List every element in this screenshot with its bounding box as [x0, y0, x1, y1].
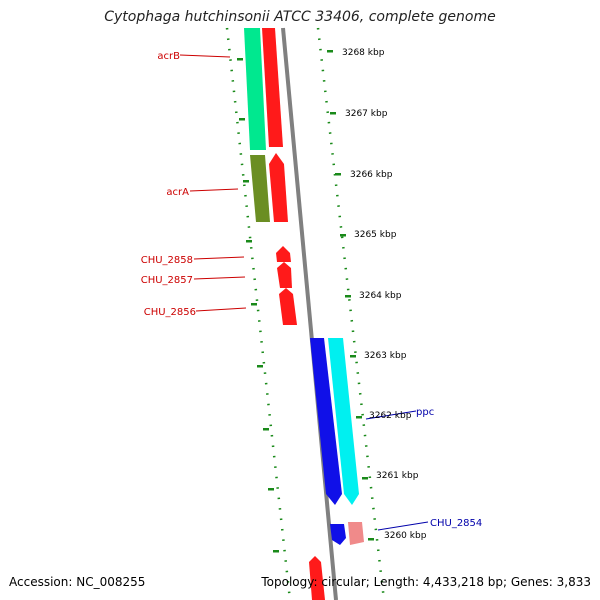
gene-label-chu2856: CHU_2856 — [144, 307, 196, 318]
kbp-label: 3260 kbp — [384, 531, 427, 541]
gene-labels-blue: ppc CHU_2854 — [416, 407, 482, 529]
gene-label-ppc: ppc — [416, 407, 434, 418]
acrB-gene-arrow — [262, 28, 283, 147]
acrA-gene-arrow — [269, 153, 288, 222]
ppc-leader — [365, 410, 417, 420]
chu2854-leader — [377, 521, 429, 531]
gene-labels-red: acrB acrA CHU_2858 CHU_2857 CHU_2856 — [141, 51, 196, 318]
kbp-label: 3262 kbp — [369, 411, 412, 421]
chu2856-gene-arrow — [279, 288, 297, 325]
ring-tick-marks — [237, 50, 374, 553]
bottom-gene-arrow — [309, 556, 325, 600]
chu2854-gene-arrow — [348, 522, 364, 545]
inner-dotted-ring — [225, 27, 292, 600]
acrB-cog-bar — [244, 28, 266, 150]
outer-dotted-ring — [316, 27, 386, 600]
gene-label-chu2857: CHU_2857 — [141, 275, 193, 286]
gene-label-chu2854: CHU_2854 — [430, 518, 482, 529]
gene-label-acrB: acrB — [157, 51, 180, 62]
chu2858-gene-arrow — [276, 246, 291, 262]
ppc-cog-bar — [310, 338, 342, 505]
accession-label: Accession: NC_008255 — [9, 575, 146, 589]
kbp-label: 3268 kbp — [342, 48, 385, 58]
ppc-gene-arrow — [328, 338, 359, 505]
chu2857-gene-arrow — [277, 262, 292, 288]
genome-backbone — [281, 27, 338, 600]
gene-label-acrA: acrA — [166, 187, 189, 198]
kbp-label: 3264 kbp — [359, 291, 402, 301]
kbp-label: 3261 kbp — [376, 471, 419, 481]
acrA-cog-bar — [250, 155, 270, 222]
kbp-label: 3265 kbp — [354, 230, 397, 240]
kbp-label: 3267 kbp — [345, 109, 388, 119]
map-title: Cytophaga hutchinsonii ATCC 33406, compl… — [104, 9, 496, 25]
kbp-label: 3263 kbp — [364, 351, 407, 361]
topology-label: Topology: circular; Length: 4,433,218 bp… — [261, 575, 591, 589]
kbp-labels: 3268 kbp 3267 kbp 3266 kbp 3265 kbp 3264… — [342, 48, 427, 541]
label-leaders — [179, 54, 247, 312]
chu2854-cog-bar — [330, 524, 346, 545]
gene-label-chu2858: CHU_2858 — [141, 255, 193, 266]
kbp-label: 3266 kbp — [350, 170, 393, 180]
